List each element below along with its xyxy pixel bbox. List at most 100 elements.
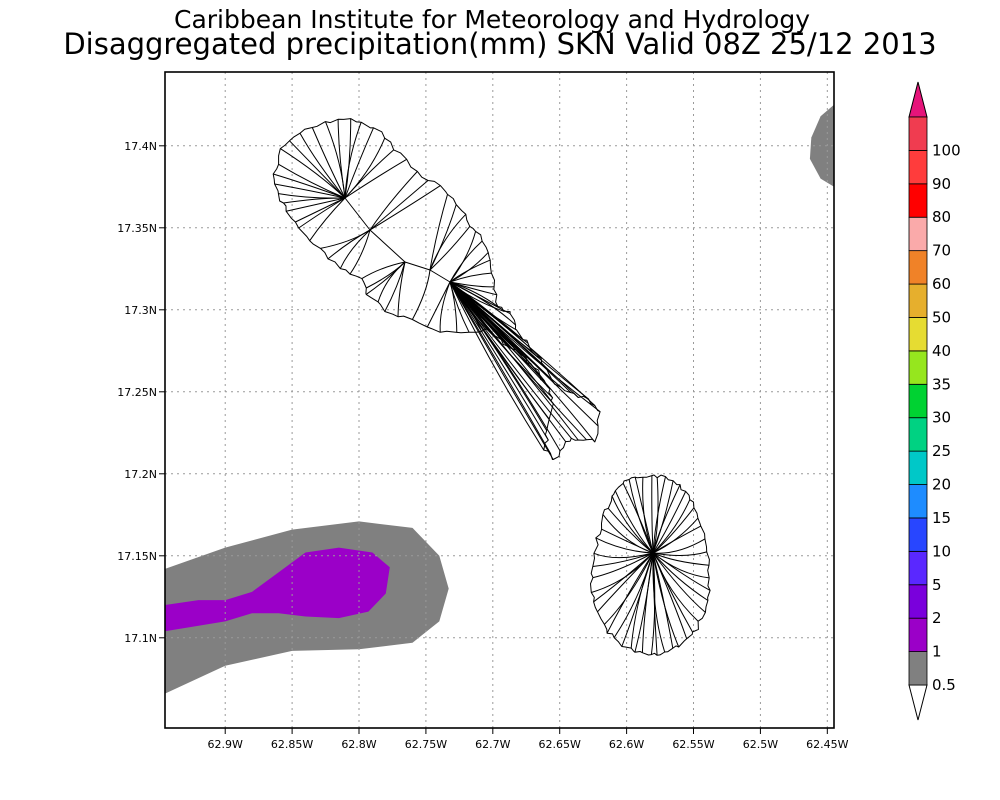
drainage-line	[602, 514, 654, 554]
legend-label-0.5: 0.5	[932, 676, 956, 694]
drainage-line	[611, 495, 654, 554]
drainage-line	[344, 122, 362, 199]
drainage-line	[652, 551, 707, 556]
drainage-line	[285, 197, 346, 212]
drainage-line	[652, 499, 691, 554]
drainage-line	[280, 148, 346, 199]
legend-label-25: 25	[932, 442, 951, 460]
legend-swatch-20	[908, 450, 928, 485]
legend-swatch-40	[908, 317, 928, 352]
drainage-line	[344, 118, 352, 199]
drainage-line	[449, 281, 545, 451]
legend-swatch-90	[908, 150, 928, 185]
drainage-line	[309, 197, 346, 241]
drainage-line	[652, 552, 693, 633]
drainage-line	[324, 121, 346, 199]
legend-over-arrow	[908, 81, 928, 118]
drainage-line	[299, 132, 346, 199]
legend-swatch-15	[908, 484, 928, 519]
drainage-line	[592, 552, 654, 579]
lon-tick-label-2: 62.8W	[341, 738, 376, 751]
drainage-line	[652, 484, 681, 554]
drainage-line	[593, 552, 654, 603]
drainage-line	[384, 261, 406, 312]
drainage-line	[449, 281, 552, 454]
legend-swatch-70	[908, 216, 928, 252]
island-st-kitts	[272, 118, 601, 460]
drainage-line	[591, 552, 654, 593]
lat-tick-label-4: 17.3N	[124, 304, 157, 317]
drainage-line	[429, 194, 448, 271]
drainage-line	[449, 259, 491, 283]
lat-tick-label-5: 17.35N	[117, 222, 157, 235]
legend-label-1: 1	[932, 643, 942, 661]
legend-label-30: 30	[932, 409, 951, 427]
legend-swatch-25	[908, 417, 928, 452]
drainage-line	[628, 479, 654, 554]
drainage-line	[449, 281, 517, 351]
st-kitts-coastline	[272, 118, 601, 460]
precip-area-1	[809, 104, 834, 187]
drainage-line	[449, 281, 554, 460]
st-kitts-ridge	[344, 197, 451, 283]
drainage-line	[429, 213, 467, 271]
drainage-line	[652, 507, 695, 554]
legend-label-70: 70	[932, 242, 951, 260]
drainage-line	[339, 229, 371, 269]
lon-tick-label-4: 62.7W	[475, 738, 510, 751]
drainage-line	[369, 171, 418, 231]
lat-tick-label-6: 17.4N	[124, 140, 157, 153]
drainage-line	[652, 552, 688, 639]
drainage-line	[652, 517, 699, 554]
legend-swatch-2	[908, 584, 928, 619]
drainage-line	[274, 183, 346, 199]
drainage-line	[397, 261, 406, 317]
legend-swatch-60	[908, 250, 928, 285]
drainage-line	[429, 226, 471, 271]
st-kitts-drainage	[273, 118, 601, 460]
precip-area-2	[165, 547, 390, 632]
legend-label-60: 60	[932, 275, 951, 293]
legend-swatch-80	[908, 183, 928, 218]
lon-tick-label-3: 62.75W	[405, 738, 447, 751]
lon-tick-label-8: 62.5W	[743, 738, 778, 751]
drainage-line	[344, 149, 395, 199]
precipitation-layer	[165, 104, 834, 694]
drainage-line	[449, 281, 590, 400]
drainage-line	[449, 281, 549, 441]
lat-tick-label-2: 17.2N	[124, 468, 157, 481]
drainage-line	[593, 552, 654, 559]
drainage-line	[449, 231, 477, 283]
drainage-line	[651, 475, 654, 554]
lon-tick-label-0: 62.9W	[208, 738, 243, 751]
legend-label-100: 100	[932, 141, 961, 159]
legend-label-2: 2	[932, 609, 942, 627]
drainage-line	[650, 552, 656, 655]
legend-label-10: 10	[932, 542, 951, 560]
drainage-line	[449, 272, 492, 283]
drainage-line	[344, 127, 374, 199]
island-nevis	[590, 474, 711, 656]
drainage-line	[349, 229, 371, 275]
legend-label-35: 35	[932, 375, 951, 393]
drainage-line	[652, 491, 687, 554]
drainage-line	[439, 281, 451, 333]
longitude-axis: 62.9W 62.85W 62.8W 62.75W 62.7W 62.65W 62.6W 62…	[208, 728, 849, 751]
drainage-line	[652, 552, 711, 591]
drainage-line	[289, 140, 346, 199]
legend-label-15: 15	[932, 509, 951, 527]
drainage-line	[449, 281, 495, 288]
drainage-line	[337, 119, 346, 199]
legend-swatch-0.5	[908, 651, 928, 686]
lon-tick-label-5: 62.65W	[539, 738, 581, 751]
drainage-line	[273, 173, 346, 199]
legend-label-40: 40	[932, 342, 951, 360]
drainage-line	[311, 127, 346, 199]
drainage-line	[449, 281, 596, 406]
drainage-line	[652, 525, 702, 554]
drainage-line	[606, 552, 654, 634]
drainage-line	[652, 552, 674, 649]
drainage-line	[449, 281, 516, 326]
